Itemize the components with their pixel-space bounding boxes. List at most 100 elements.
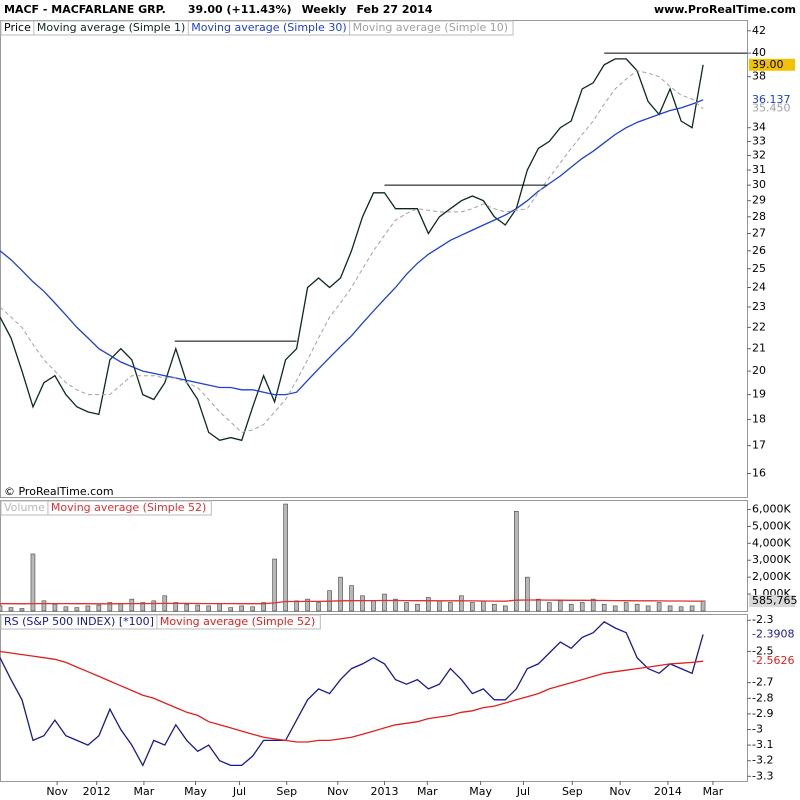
volume-bar — [557, 600, 563, 612]
volume-bar — [656, 602, 662, 612]
volume-bar — [349, 585, 354, 612]
y-tick-label: 29 — [752, 194, 766, 207]
volume-bar — [294, 600, 299, 612]
legend-entry: Moving average (Simple 1) — [37, 21, 185, 34]
x-tick-label: Mar — [417, 785, 438, 798]
y-tick-label: 42 — [752, 24, 766, 37]
volume-bar — [239, 605, 244, 612]
y-tick-label: -2.7 — [752, 676, 773, 689]
last-value-label: -2.3908 — [752, 627, 794, 640]
volume-bar — [524, 576, 530, 612]
volume-bar — [272, 558, 277, 612]
volume-bar — [546, 602, 552, 612]
volume-bar — [360, 595, 365, 612]
volume-bar — [85, 605, 91, 612]
volume-bar — [415, 603, 420, 612]
y-tick-label: 18 — [752, 412, 766, 425]
panel — [0, 500, 748, 612]
y-tick-label: 5,000K — [752, 519, 791, 532]
x-tick-label: Jul — [232, 785, 246, 798]
y-tick-label: -2.5 — [752, 644, 773, 657]
last-value-box — [749, 58, 795, 71]
series-line — [0, 70, 704, 433]
volume-bar — [261, 602, 266, 612]
volume-bar — [601, 603, 607, 612]
volume-bar — [689, 605, 695, 612]
series-line — [0, 650, 704, 743]
y-tick-label: 20 — [752, 364, 766, 377]
last-value-label: -2.5626 — [752, 654, 794, 667]
volume-bar — [437, 600, 442, 612]
volume-bar — [195, 604, 201, 612]
volume-bar — [206, 605, 212, 612]
y-tick-label: 33 — [752, 134, 766, 147]
y-tick-label: -2.3 — [752, 613, 773, 626]
header-date: Feb 27 2014 — [356, 3, 432, 16]
volume-bar — [492, 603, 497, 612]
legend-bg — [0, 20, 514, 36]
volume-bar — [459, 595, 464, 612]
volume-bar — [426, 597, 431, 612]
y-tick-label: 23 — [752, 300, 766, 313]
legend-entry: Price — [4, 21, 31, 34]
source: www.ProRealTime.com — [654, 3, 796, 16]
volume-bar — [371, 600, 376, 612]
legend-entry: Moving average (Simple 52) — [51, 501, 206, 514]
x-tick-label: Mar — [134, 785, 155, 798]
y-tick-label: 24 — [752, 280, 766, 293]
y-tick-label: 17 — [752, 439, 766, 452]
x-tick-label: Mar — [703, 785, 724, 798]
x-tick-label: 2013 — [370, 785, 398, 798]
x-tick-label: Sep — [562, 785, 583, 798]
volume-bar — [283, 503, 288, 612]
volume-bar — [612, 605, 618, 612]
y-tick-label: 21 — [752, 342, 766, 355]
x-tick-label: May — [469, 785, 492, 798]
volume-bar — [579, 602, 585, 612]
legend-entry: Moving average (Simple 30) — [191, 21, 346, 34]
volume-bar — [19, 608, 25, 612]
volume-bar — [393, 598, 398, 612]
volume-bar — [107, 602, 113, 612]
volume-bar — [52, 603, 58, 612]
volume-bar — [63, 606, 69, 612]
legend-entry: Moving average (Simple 10) — [353, 21, 508, 34]
volume-bar — [250, 606, 255, 612]
volume-bar — [448, 602, 453, 612]
y-tick-label: -3.3 — [752, 769, 773, 782]
last-value-label: 39.00 — [752, 58, 784, 71]
y-tick-label: -3 — [752, 722, 763, 735]
volume-bar — [228, 607, 233, 612]
y-tick-label: 22 — [752, 320, 766, 333]
y-tick-label: 38 — [752, 70, 766, 83]
series-line — [0, 58, 704, 442]
y-tick-label: 28 — [752, 210, 766, 223]
x-tick-label: Sep — [276, 785, 297, 798]
legend-bg — [0, 500, 212, 516]
volume-bar — [535, 598, 541, 612]
volume-bar — [118, 603, 124, 612]
y-tick-label: 4,000K — [752, 536, 791, 549]
volume-bar — [74, 607, 80, 612]
last-value-label: 585,765 — [752, 594, 798, 607]
volume-bar — [30, 553, 36, 612]
volume-bar — [0, 605, 3, 612]
volume-bar — [173, 602, 179, 612]
volume-bar — [590, 598, 596, 612]
volume-bar — [700, 600, 706, 612]
legend-entry: Moving average (Simple 52) — [160, 615, 315, 628]
y-tick-label: -3.1 — [752, 738, 773, 751]
volume-bar — [184, 603, 190, 612]
volume-bar — [470, 602, 475, 612]
x-tick-label: Nov — [327, 785, 349, 798]
volume-bar — [514, 511, 519, 612]
volume-bar — [151, 600, 157, 612]
volume-bar — [623, 602, 629, 612]
last-value-label: 36.137 — [752, 93, 791, 106]
y-tick-label: 2,000K — [752, 570, 791, 583]
volume-bar — [503, 605, 508, 612]
y-tick-label: -3.2 — [752, 754, 773, 767]
volume-bar — [129, 598, 135, 612]
y-tick-label: 26 — [752, 244, 766, 257]
